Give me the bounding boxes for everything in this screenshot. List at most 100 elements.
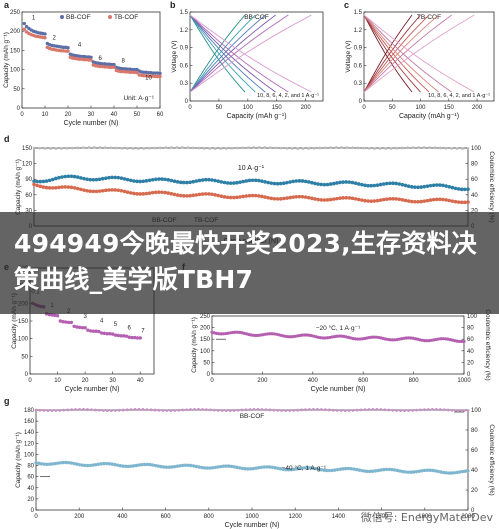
b-ytick-label: 0.6 xyxy=(180,63,189,69)
d-point xyxy=(93,146,96,149)
d-point xyxy=(185,180,189,185)
g-point xyxy=(91,463,95,467)
f-point xyxy=(356,337,360,341)
d-point xyxy=(269,181,274,185)
d-point xyxy=(466,200,470,204)
g-point xyxy=(308,466,313,470)
d-point xyxy=(175,193,180,197)
e-rate-label: 4 xyxy=(100,318,104,324)
d-point xyxy=(303,179,308,184)
d-point xyxy=(63,174,68,179)
f-point xyxy=(372,335,376,339)
g-point xyxy=(373,469,378,473)
d-point xyxy=(222,195,227,199)
d-point xyxy=(353,181,358,186)
d-point xyxy=(369,199,374,203)
g-ytick-label: 80 xyxy=(27,464,34,470)
d-point xyxy=(60,147,63,150)
g-point xyxy=(304,408,307,412)
d-y2tick-label: 60 xyxy=(471,177,478,183)
d-point xyxy=(466,147,470,150)
d-point xyxy=(353,197,358,201)
d-point xyxy=(192,146,195,150)
e-point xyxy=(105,332,109,336)
d-point xyxy=(285,147,289,150)
g-point xyxy=(436,469,440,474)
g-point xyxy=(272,408,276,412)
d-point xyxy=(356,197,361,202)
d-point xyxy=(181,146,184,149)
d-point xyxy=(278,181,283,186)
d-point xyxy=(306,180,311,184)
g-point xyxy=(409,470,413,474)
d-point xyxy=(456,187,461,191)
f-point xyxy=(289,335,293,339)
g-ylabel: Capacity (mAh g⁻¹) xyxy=(15,432,22,488)
d-point xyxy=(147,191,152,195)
d-point xyxy=(49,147,52,150)
d-point xyxy=(126,147,129,150)
g-point xyxy=(142,462,147,467)
a-legend-marker-1 xyxy=(108,15,112,19)
f-y2tick-label: 0 xyxy=(467,372,471,378)
g-point xyxy=(178,464,182,468)
d-point xyxy=(100,188,105,193)
b-ytick-label: 0.3 xyxy=(180,81,189,87)
g-point xyxy=(325,468,329,473)
a-rate-label: 10 xyxy=(145,76,152,82)
d-point xyxy=(310,180,314,185)
d-point xyxy=(122,189,127,194)
d-point xyxy=(104,176,108,180)
e-point xyxy=(113,333,118,337)
g-ytick-label: 60 xyxy=(27,475,34,481)
f-ytick-label: 150 xyxy=(200,337,211,343)
f-point xyxy=(455,339,459,343)
d-point xyxy=(313,197,317,201)
g-point xyxy=(61,460,65,465)
d-point xyxy=(44,179,49,183)
d-point xyxy=(185,194,189,198)
g-panel-letter: g xyxy=(4,396,10,406)
g-y2tick-label: 100 xyxy=(471,408,482,414)
d-point xyxy=(142,147,146,150)
g-point xyxy=(161,409,165,412)
d-point xyxy=(244,179,249,183)
d-point xyxy=(132,191,136,196)
d-point xyxy=(41,179,46,184)
d-point xyxy=(419,199,423,204)
g-ytick-label: 160 xyxy=(24,419,35,425)
d-point xyxy=(391,181,395,186)
g-point xyxy=(185,408,189,412)
e-point xyxy=(88,329,93,333)
d-point xyxy=(230,146,234,150)
g-point xyxy=(224,464,228,468)
d-point xyxy=(413,199,417,204)
g-point xyxy=(346,466,351,471)
d-point xyxy=(235,180,239,185)
g-point xyxy=(50,462,55,466)
g-point xyxy=(295,467,299,471)
g-point xyxy=(460,469,465,474)
g-point xyxy=(177,408,181,412)
g-annotation: −40 °C, 1 A·g⁻¹ xyxy=(282,464,327,472)
d-point xyxy=(250,178,255,183)
d-point xyxy=(441,197,445,202)
d-point xyxy=(388,181,392,186)
f-y2tick-label: 100 xyxy=(467,314,478,320)
d-point xyxy=(272,196,277,201)
g-point xyxy=(419,408,422,412)
b-xtick-label: 50 xyxy=(216,105,223,111)
d-point xyxy=(47,178,52,183)
g-title: BB-COF xyxy=(240,413,265,420)
d-point xyxy=(224,147,228,150)
d-y2tick-label: 40 xyxy=(471,193,478,199)
g-y2tick-label: 80 xyxy=(471,428,478,434)
g-point xyxy=(121,408,125,412)
g-point xyxy=(327,408,331,412)
b-ytick-label: 0.9 xyxy=(180,46,189,52)
g-point xyxy=(368,469,372,474)
d-point xyxy=(128,191,133,195)
d-point xyxy=(252,146,256,149)
d-point xyxy=(141,179,146,184)
g-point xyxy=(281,467,285,472)
